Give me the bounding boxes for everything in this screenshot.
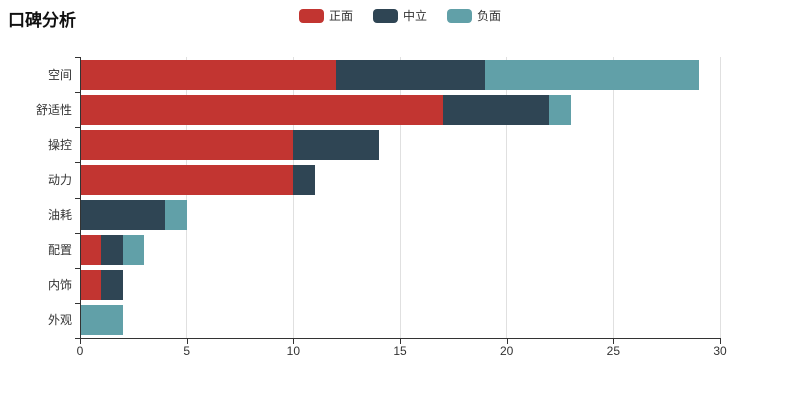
- bar-row: [80, 305, 720, 336]
- bar-segment[interactable]: [293, 164, 315, 195]
- legend: 正面 中立 负面: [0, 7, 800, 24]
- y-axis-tick: [75, 92, 80, 94]
- x-axis-tick: [186, 339, 188, 344]
- y-axis-category-label: 内饰: [47, 278, 72, 293]
- x-axis-tick: [400, 339, 401, 344]
- y-axis-line: [80, 57, 81, 338]
- x-axis-label: 25: [606, 344, 620, 358]
- bar-row: [80, 59, 720, 90]
- y-axis-category-label: 配置: [47, 243, 72, 258]
- bar-segment[interactable]: [485, 59, 699, 90]
- bar-row: [80, 235, 720, 266]
- bar-row: [80, 129, 720, 160]
- bar-row: [80, 164, 720, 195]
- gridline: [506, 57, 508, 338]
- x-axis-line: [80, 338, 721, 339]
- bar-segment[interactable]: [442, 94, 550, 125]
- y-axis-category-label: 舒适性: [35, 102, 72, 117]
- legend-marker-icon: [298, 8, 324, 23]
- bar-segment[interactable]: [80, 94, 443, 125]
- y-axis-tick: [75, 338, 80, 339]
- x-axis-tick: [293, 339, 295, 344]
- y-axis-tick: [75, 57, 80, 58]
- bar-segment[interactable]: [165, 200, 187, 231]
- bar-segment[interactable]: [101, 235, 123, 266]
- x-axis-label: 15: [393, 344, 407, 358]
- x-axis-label: 0: [76, 344, 84, 358]
- x-axis-label: 30: [713, 344, 727, 358]
- y-axis-tick: [75, 302, 80, 304]
- x-axis-tick: [720, 339, 721, 344]
- bar-segment[interactable]: [80, 270, 102, 301]
- legend-marker-icon: [447, 8, 472, 23]
- legend-item-1[interactable]: 正面: [298, 7, 353, 24]
- legend-label: 中立: [402, 9, 427, 23]
- y-axis-category-label: 动力: [47, 172, 72, 187]
- x-axis-tick: [80, 339, 81, 344]
- bar-row: [80, 270, 720, 301]
- legend-marker-icon: [372, 8, 398, 23]
- gridline: [399, 57, 401, 338]
- gridline: [292, 57, 294, 338]
- x-axis-label: 10: [286, 344, 300, 358]
- plot-area: [80, 57, 721, 338]
- bar-segment[interactable]: [122, 235, 144, 266]
- y-axis-category-label: 空间: [47, 67, 72, 82]
- y-axis-tick: [75, 162, 80, 164]
- bar-segment[interactable]: [80, 305, 123, 336]
- legend-label: 负面: [477, 9, 502, 23]
- y-axis-category-label: 油耗: [47, 208, 72, 223]
- gridline: [186, 57, 188, 338]
- bar-segment[interactable]: [336, 59, 486, 90]
- y-axis-category-label: 外观: [47, 313, 72, 328]
- gridline: [719, 57, 721, 338]
- bar-segment[interactable]: [80, 129, 294, 160]
- y-axis-tick: [75, 232, 80, 234]
- bar-segment[interactable]: [80, 200, 166, 231]
- y-axis-tick: [75, 267, 80, 269]
- y-axis-category-label: 操控: [47, 137, 72, 152]
- bar-segment[interactable]: [293, 129, 379, 160]
- bar-segment[interactable]: [549, 94, 571, 125]
- bar-segment[interactable]: [80, 235, 102, 266]
- y-axis-tick: [75, 127, 80, 129]
- bar-segment[interactable]: [80, 164, 294, 195]
- bar-segment[interactable]: [80, 59, 336, 90]
- legend-item-3[interactable]: 负面: [447, 7, 501, 24]
- chart-title: 口碑分析: [8, 11, 76, 30]
- x-axis-tick: [613, 339, 615, 344]
- bar-row: [80, 94, 720, 125]
- x-axis-tick: [506, 339, 508, 344]
- gridline: [612, 57, 614, 338]
- x-axis-label: 5: [183, 344, 190, 358]
- legend-label: 正面: [328, 9, 353, 23]
- bar-segment[interactable]: [101, 270, 123, 301]
- x-axis-label: 20: [499, 344, 514, 358]
- legend-item-2[interactable]: 中立: [372, 7, 427, 24]
- bar-row: [80, 200, 720, 231]
- y-axis-tick: [75, 197, 80, 199]
